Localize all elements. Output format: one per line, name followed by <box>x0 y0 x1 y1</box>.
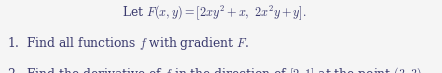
Text: 1.  Find all functions $f$ with gradient $F$.: 1. Find all functions $f$ with gradient … <box>7 35 249 52</box>
Text: 2.  Find the derivative of $f$ in the direction of $[2, 1]$ at the point $(3, 3): 2. Find the derivative of $f$ in the dir… <box>7 66 425 73</box>
Text: Let $F(x, y) = [2xy^2 + x,\ 2x^2y + y].$: Let $F(x, y) = [2xy^2 + x,\ 2x^2y + y].$ <box>122 4 307 22</box>
